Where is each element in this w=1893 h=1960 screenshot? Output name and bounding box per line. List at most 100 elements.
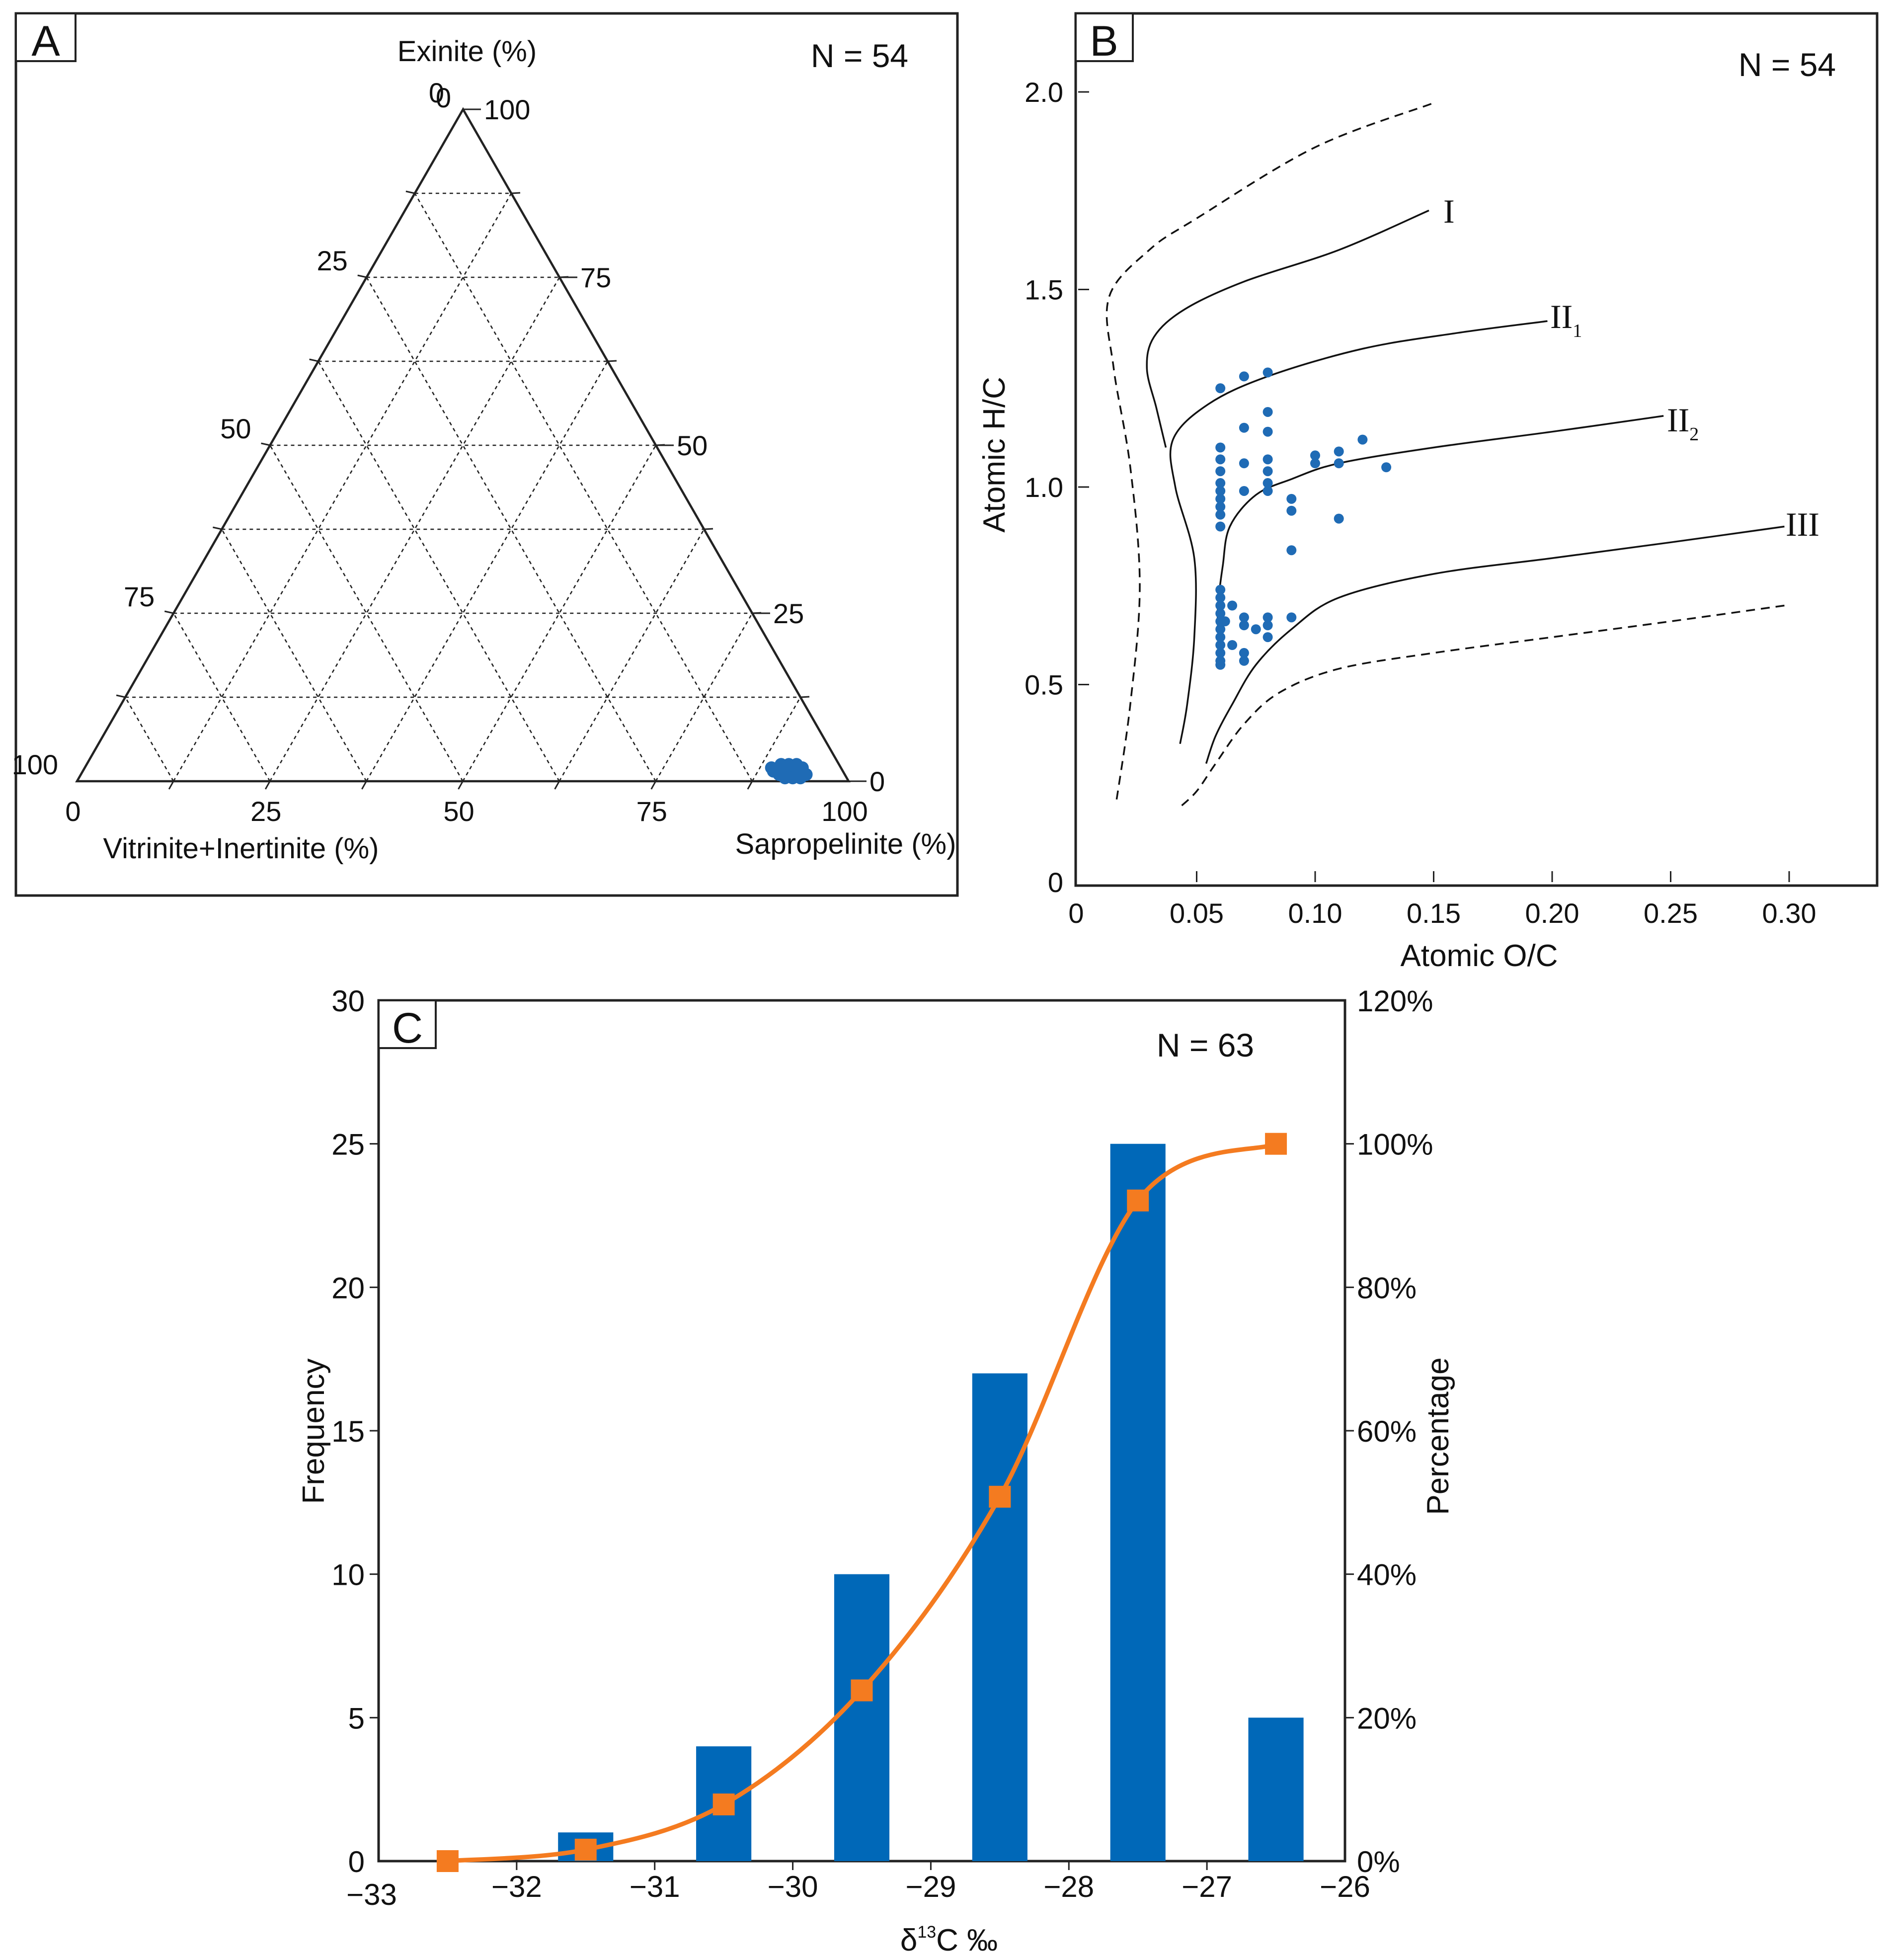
ternary-gridline xyxy=(269,445,464,782)
vk-curve-label-ii1-sub: 1 xyxy=(1573,321,1582,341)
histogram-y2-tick-label: 40% xyxy=(1357,1558,1417,1592)
histogram-y2-tick-label: 120% xyxy=(1357,984,1433,1018)
x-label-superscript: 13 xyxy=(917,1923,936,1942)
ternary-gridline xyxy=(462,445,657,782)
histogram-y-tick-label: 0 xyxy=(348,1845,365,1878)
ternary-gridline xyxy=(172,193,512,782)
ternary-tick-bottom xyxy=(650,781,657,790)
vk-curve-label-i: I xyxy=(1443,192,1455,230)
panel-b-n-label: N = 54 xyxy=(1738,46,1836,83)
vk-boundary-curve-upper-dashed xyxy=(1105,103,1432,804)
vk-x-axis-label: Atomic O/C xyxy=(1401,939,1558,973)
ternary-tick-label-right: 50 xyxy=(677,430,708,461)
ternary-tick-bottom xyxy=(458,781,464,790)
vk-x-tick-label: 0.20 xyxy=(1525,898,1579,929)
vk-data-point xyxy=(1215,442,1226,453)
vk-x-tick-label: 0.25 xyxy=(1644,898,1698,929)
histogram-y-tick-label: 15 xyxy=(331,1415,365,1448)
vk-curve-label-ii2: II2 xyxy=(1667,401,1699,445)
ternary-right-axis-label: Sapropelinite (%) xyxy=(735,828,956,860)
ternary-tick-label-left: 100 xyxy=(12,749,58,780)
vk-data-point xyxy=(1215,454,1226,465)
vk-data-point xyxy=(1215,466,1226,477)
cumulative-marker xyxy=(989,1485,1011,1508)
vk-type-curve-iii xyxy=(1205,525,1785,764)
ternary-tick-label-right: 75 xyxy=(580,262,611,293)
histogram-x-tick-label: −32 xyxy=(491,1870,542,1903)
vk-data-point xyxy=(1262,612,1273,623)
panel-c-letter: C xyxy=(392,1004,423,1052)
vk-data-point xyxy=(1215,659,1226,670)
vk-points xyxy=(1215,367,1392,670)
histogram-bar xyxy=(1110,1143,1166,1861)
vk-y-tick-label: 1.0 xyxy=(1025,472,1063,503)
vk-data-point xyxy=(1262,632,1273,643)
vk-x-tick-label: 0 xyxy=(1068,898,1084,929)
ternary-tick-left xyxy=(405,190,415,194)
cumulative-marker xyxy=(1127,1189,1149,1212)
vk-data-point xyxy=(1215,640,1226,650)
ternary-tick-label-bottom: 75 xyxy=(636,796,667,827)
histogram-bar xyxy=(834,1574,890,1861)
panel-c-n-label: N = 63 xyxy=(1157,1027,1254,1063)
vk-data-point xyxy=(1215,600,1226,611)
vk-data-point xyxy=(1239,371,1249,382)
ternary-tick-bottom xyxy=(554,781,560,790)
histogram-x-tick-label: −30 xyxy=(768,1870,818,1903)
vk-data-point xyxy=(1215,592,1226,603)
ternary-tick-left xyxy=(164,610,174,614)
vk-y-tick-label: 2.0 xyxy=(1025,77,1063,108)
vk-data-point xyxy=(1286,493,1297,504)
histogram-axes: 0 5 10 15 20 25 30 0% 20% 40% 60% 80% 100% 120% −33 −32… xyxy=(331,984,1433,1911)
vk-data-point xyxy=(1215,608,1226,619)
ternary-axes xyxy=(75,107,851,783)
panel-a-ternary-chart: A N = 54 0 25 50 75 100100755025002550751000… xyxy=(12,12,959,897)
histogram-y2-tick-label: 0% xyxy=(1357,1845,1400,1878)
ternary-gridline xyxy=(366,361,609,782)
panel-b-frame xyxy=(1074,12,1879,887)
cumulative-marker xyxy=(436,1850,459,1872)
ternary-tick-left xyxy=(261,442,270,446)
vk-data-point xyxy=(1215,624,1226,635)
ternary-gridline xyxy=(751,697,801,782)
ternary-data-point xyxy=(790,758,803,771)
histogram-y-tick-label: 30 xyxy=(331,984,365,1018)
histogram-y2-axis-label: Percentage xyxy=(1421,1357,1455,1515)
histogram-y-tick-label: 5 xyxy=(348,1702,365,1735)
vk-data-point xyxy=(1227,600,1238,611)
histogram-y2-tick-label: 100% xyxy=(1357,1128,1433,1161)
vk-axes: 0 0.5 1.0 1.5 2.0 0 0.05 0.10 0.15 0.20 0.25 0.30 xyxy=(1025,77,1816,929)
vk-data-point xyxy=(1239,422,1249,433)
vk-curve-label-ii2-sub: 2 xyxy=(1689,424,1699,445)
ternary-top-axis-label: Exinite (%) xyxy=(397,35,537,68)
histogram-y2-tick-label: 60% xyxy=(1357,1415,1417,1448)
vk-data-point xyxy=(1220,616,1230,627)
ternary-tick-label-right: 25 xyxy=(773,598,804,629)
vk-data-point xyxy=(1262,454,1273,465)
panel-b-letter-box xyxy=(1075,12,1134,62)
ternary-tick-left xyxy=(116,694,126,698)
vk-data-point xyxy=(1262,367,1273,378)
x-label-tail: C ‰ xyxy=(936,1923,998,1958)
histogram-y-tick-label: 10 xyxy=(331,1558,365,1592)
vk-y-tick-label: 0 xyxy=(1048,867,1063,898)
cumulative-marker xyxy=(712,1793,735,1815)
ternary-gridline xyxy=(173,613,271,782)
cumulative-marker xyxy=(851,1679,873,1702)
vk-data-point xyxy=(1239,458,1249,469)
vk-data-point xyxy=(1239,620,1249,631)
ternary-tick-left xyxy=(213,526,222,530)
vk-data-point xyxy=(1215,486,1226,496)
vk-data-point xyxy=(1239,655,1249,666)
histogram-y2-tick-label: 80% xyxy=(1357,1271,1417,1305)
vk-y-tick-label: 0.5 xyxy=(1025,669,1063,701)
vk-data-point xyxy=(1239,612,1249,623)
vk-x-tick-label: 0.10 xyxy=(1288,898,1342,929)
vk-data-point xyxy=(1334,458,1344,469)
vk-data-point xyxy=(1215,493,1226,504)
vk-type-curve-i xyxy=(1146,209,1429,448)
panel-c-letter-box xyxy=(378,999,437,1049)
panel-a-n-label: N = 54 xyxy=(811,37,908,74)
vk-data-point xyxy=(1215,501,1226,512)
